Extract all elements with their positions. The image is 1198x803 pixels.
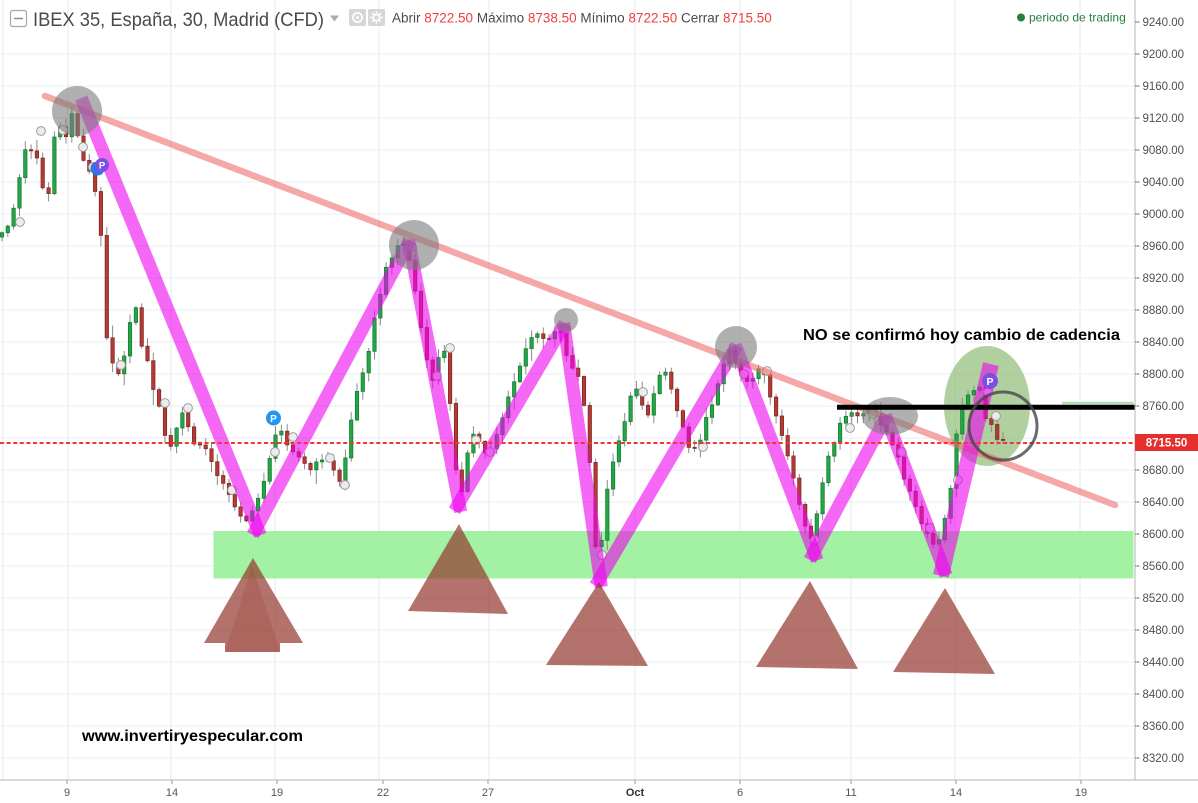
svg-text:9120.00: 9120.00 bbox=[1143, 113, 1185, 125]
svg-text:IBEX 35, España, 30, Madrid (C: IBEX 35, España, 30, Madrid (CFD) bbox=[33, 9, 324, 31]
svg-text:8440.00: 8440.00 bbox=[1143, 657, 1185, 669]
svg-text:8680.00: 8680.00 bbox=[1143, 465, 1185, 477]
svg-text:8880.00: 8880.00 bbox=[1143, 305, 1185, 317]
svg-text:8800.00: 8800.00 bbox=[1143, 369, 1185, 381]
svg-text:8960.00: 8960.00 bbox=[1143, 241, 1185, 253]
svg-text:8715.50: 8715.50 bbox=[1146, 438, 1188, 450]
svg-text:9080.00: 9080.00 bbox=[1143, 145, 1185, 157]
svg-text:8320.00: 8320.00 bbox=[1143, 753, 1185, 765]
svg-text:8760.00: 8760.00 bbox=[1143, 401, 1185, 413]
svg-text:14: 14 bbox=[950, 787, 962, 799]
svg-text:8480.00: 8480.00 bbox=[1143, 625, 1185, 637]
svg-text:Oct: Oct bbox=[626, 787, 645, 799]
svg-text:8360.00: 8360.00 bbox=[1143, 721, 1185, 733]
svg-text:9: 9 bbox=[64, 787, 70, 799]
svg-text:P: P bbox=[986, 376, 993, 388]
svg-text:19: 19 bbox=[271, 787, 283, 799]
svg-text:www.invertiryespecular.com: www.invertiryespecular.com bbox=[81, 728, 303, 745]
svg-text:11: 11 bbox=[845, 787, 856, 799]
svg-text:8560.00: 8560.00 bbox=[1143, 561, 1185, 573]
svg-text:NO se confirmó hoy cambio de c: NO se confirmó hoy cambio de cadencia bbox=[803, 327, 1120, 344]
svg-text:Abrir 8722.50 Máximo 8738.50 M: Abrir 8722.50 Máximo 8738.50 Mínimo 8722… bbox=[392, 11, 772, 26]
svg-text:6: 6 bbox=[737, 787, 743, 799]
svg-text:8640.00: 8640.00 bbox=[1143, 497, 1185, 509]
svg-text:8920.00: 8920.00 bbox=[1143, 273, 1185, 285]
svg-text:14: 14 bbox=[166, 787, 178, 799]
svg-text:periodo de trading: periodo de trading bbox=[1029, 11, 1126, 25]
svg-text:P: P bbox=[270, 414, 277, 425]
svg-text:27: 27 bbox=[482, 787, 494, 799]
svg-text:P: P bbox=[99, 161, 106, 172]
svg-text:8840.00: 8840.00 bbox=[1143, 337, 1185, 349]
svg-text:9200.00: 9200.00 bbox=[1143, 49, 1185, 61]
svg-text:19: 19 bbox=[1075, 787, 1087, 799]
svg-text:8600.00: 8600.00 bbox=[1143, 529, 1185, 541]
svg-text:8520.00: 8520.00 bbox=[1143, 593, 1185, 605]
svg-text:9240.00: 9240.00 bbox=[1143, 17, 1185, 29]
svg-text:9000.00: 9000.00 bbox=[1143, 209, 1185, 221]
svg-text:8400.00: 8400.00 bbox=[1143, 689, 1185, 701]
svg-text:9160.00: 9160.00 bbox=[1143, 81, 1185, 93]
svg-text:9040.00: 9040.00 bbox=[1143, 177, 1185, 189]
svg-text:22: 22 bbox=[377, 787, 389, 799]
